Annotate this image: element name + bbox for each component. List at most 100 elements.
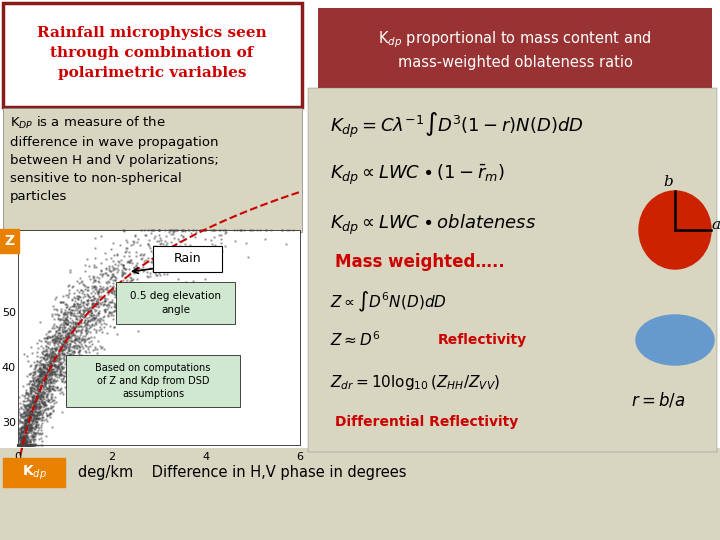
Point <box>163 226 174 234</box>
Point <box>22 401 34 409</box>
Point <box>25 386 37 394</box>
Point <box>14 433 26 442</box>
Point <box>22 411 33 420</box>
Point <box>65 336 76 345</box>
Point <box>79 316 91 325</box>
Point <box>16 441 27 449</box>
Point <box>220 227 232 236</box>
Point <box>194 226 206 234</box>
Point <box>13 441 24 449</box>
Point <box>89 234 101 242</box>
Point <box>70 354 81 362</box>
Point <box>161 254 172 263</box>
Point <box>46 379 58 387</box>
Point <box>23 401 35 410</box>
Point <box>27 416 39 424</box>
Point <box>117 226 129 234</box>
Point <box>37 412 49 421</box>
Point <box>45 375 56 384</box>
Point <box>18 441 30 449</box>
Point <box>32 360 43 368</box>
Point <box>33 376 45 385</box>
Point <box>24 387 36 395</box>
Point <box>42 334 53 342</box>
Point <box>64 358 76 367</box>
Point <box>13 441 24 449</box>
Point <box>52 349 63 357</box>
Point <box>25 403 37 411</box>
Point <box>34 414 45 422</box>
Point <box>27 422 38 431</box>
Point <box>242 252 253 261</box>
Point <box>19 430 30 439</box>
Point <box>74 303 86 312</box>
Point <box>86 301 98 309</box>
Point <box>177 232 189 241</box>
Point <box>229 237 240 246</box>
Point <box>49 344 60 353</box>
Point <box>77 310 89 319</box>
Point <box>15 429 27 438</box>
Point <box>23 406 35 415</box>
Point <box>58 346 70 354</box>
Point <box>47 385 58 394</box>
Point <box>76 301 87 310</box>
Point <box>18 422 30 430</box>
Point <box>34 392 45 401</box>
Point <box>27 381 39 389</box>
Point <box>32 409 43 418</box>
Point <box>71 319 83 327</box>
Point <box>61 316 73 325</box>
Point <box>69 294 81 302</box>
Point <box>77 308 89 317</box>
Point <box>17 435 29 443</box>
Point <box>116 265 127 274</box>
Point <box>40 345 52 354</box>
Point <box>114 241 126 249</box>
Point <box>71 313 82 322</box>
Point <box>54 365 66 374</box>
Point <box>46 384 58 393</box>
Point <box>31 413 42 421</box>
Point <box>81 306 93 315</box>
Point <box>71 326 83 334</box>
Point <box>25 441 37 449</box>
Point <box>120 292 132 301</box>
Point <box>94 313 106 322</box>
Point <box>12 441 24 449</box>
Point <box>40 363 52 372</box>
Point <box>30 414 42 422</box>
Point <box>81 297 93 306</box>
Point <box>27 404 38 413</box>
Point <box>23 408 35 417</box>
Point <box>19 435 30 443</box>
Point <box>228 226 240 234</box>
Point <box>71 292 83 300</box>
Point <box>19 434 30 443</box>
Point <box>19 426 31 435</box>
Point <box>51 351 63 360</box>
Point <box>14 441 26 449</box>
Point <box>17 441 28 449</box>
Point <box>13 441 24 449</box>
Point <box>98 300 109 308</box>
Point <box>17 435 28 443</box>
Point <box>98 293 109 302</box>
Point <box>55 368 66 376</box>
Point <box>103 287 114 296</box>
Point <box>55 342 66 351</box>
Point <box>67 360 78 369</box>
Point <box>22 425 33 434</box>
Point <box>58 316 70 325</box>
Point <box>24 441 36 449</box>
Point <box>30 388 41 396</box>
Point <box>28 432 40 441</box>
Point <box>116 268 127 276</box>
Point <box>71 369 82 377</box>
Point <box>44 338 55 346</box>
Point <box>71 342 82 351</box>
Point <box>26 423 37 431</box>
Point <box>29 441 40 449</box>
Point <box>18 432 30 441</box>
Point <box>22 421 33 429</box>
